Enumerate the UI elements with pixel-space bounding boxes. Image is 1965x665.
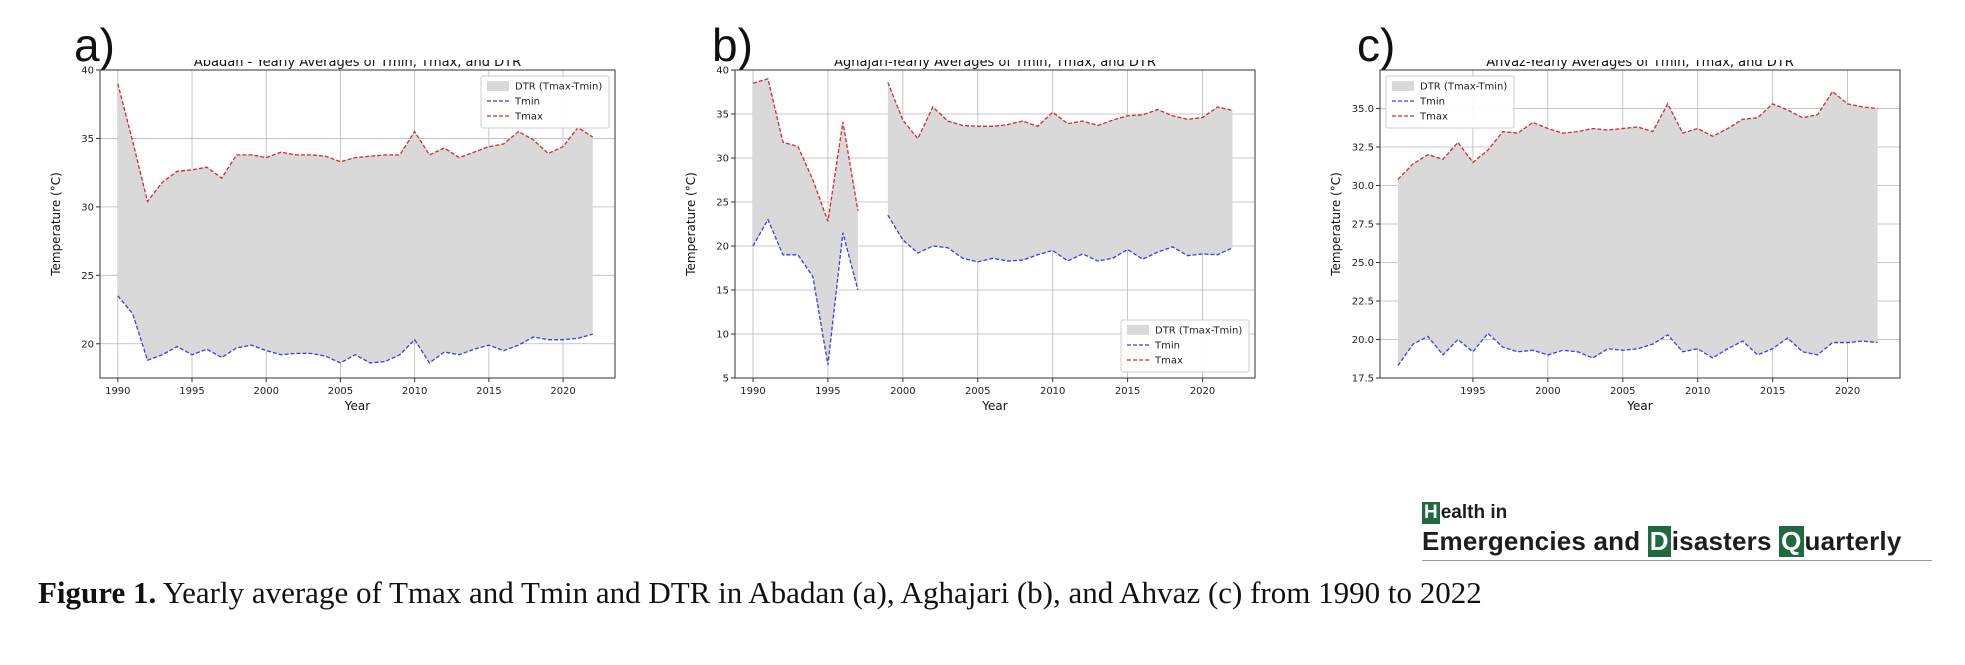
y-tick-label: 35	[716, 110, 729, 121]
y-tick-label: 10	[716, 330, 729, 341]
y-tick-label: 27.5	[1352, 220, 1374, 231]
y-tick-label: 35.0	[1352, 104, 1374, 115]
legend-item-tmin: Tmin	[1154, 341, 1180, 352]
legend-item-tmax: Tmax	[1419, 112, 1448, 123]
legend-item-tmax: Tmax	[1154, 356, 1183, 367]
legend-swatch	[487, 81, 509, 91]
legend-box	[1120, 319, 1250, 373]
dtr-fill-area	[887, 82, 1233, 262]
y-tick-label: 20	[716, 242, 729, 253]
legend-item-tmin: Tmin	[514, 97, 540, 108]
x-tick-label: 2005	[965, 386, 990, 397]
tmax-line	[887, 82, 1233, 140]
figure-caption: Figure 1. Yearly average of Tmax and Tmi…	[38, 575, 1482, 611]
x-tick-label: 2005	[1610, 386, 1635, 397]
y-tick-label: 20	[81, 339, 94, 350]
chart-aghajari: Aghajari-Yearly Averages of Tmin, Tmax, …	[684, 60, 1256, 413]
y-tick-label: 20.0	[1352, 335, 1374, 346]
y-tick-label: 15	[716, 286, 729, 297]
legend: DTR (Tmax-Tmin) Tmin Tmax	[1120, 319, 1250, 373]
y-tick-label: 32.5	[1352, 143, 1374, 154]
legend-swatch	[1127, 325, 1149, 335]
x-tick-label: 2010	[1040, 386, 1065, 397]
y-tick-label: 40	[716, 66, 729, 77]
legend-box	[1385, 75, 1515, 129]
logo-rule	[1422, 560, 1932, 561]
plot-frame	[734, 69, 1256, 379]
legend: DTR (Tmax-Tmin) Tmin Tmax	[480, 75, 610, 129]
y-tick-label: 30.0	[1352, 181, 1374, 192]
y-tick-label: 40	[81, 66, 94, 77]
y-tick-label: 22.5	[1352, 297, 1374, 308]
x-tick-label: 2005	[328, 386, 353, 397]
panel-label-c: c)	[1357, 19, 1396, 71]
panel-label-a: a)	[74, 19, 115, 71]
x-tick-label: 2015	[1115, 386, 1140, 397]
y-axis-label: Temperature (°C)	[49, 172, 63, 277]
y-tick-label: 30	[81, 202, 94, 213]
chart-title: Aghajari-Yearly Averages of Tmin, Tmax, …	[834, 60, 1156, 70]
y-tick-label: 25	[716, 198, 729, 209]
legend-item-tmin: Tmin	[1419, 97, 1445, 108]
chart-abadan: Abadan - Yearly Averages of Tmin, Tmax, …	[49, 60, 616, 413]
chart-title: Abadan - Yearly Averages of Tmin, Tmax, …	[194, 60, 521, 70]
x-axis-label: Year	[981, 399, 1007, 413]
legend-item-tmax: Tmax	[514, 112, 543, 123]
y-tick-label: 35	[81, 134, 94, 145]
y-tick-label: 30	[716, 154, 729, 165]
tmin-line	[117, 295, 593, 364]
legend-item-dtr: DTR (Tmax-Tmin)	[515, 82, 602, 93]
legend-item-dtr: DTR (Tmax-Tmin)	[1155, 326, 1242, 337]
x-tick-label: 2010	[402, 386, 427, 397]
x-tick-label: 1995	[1460, 386, 1485, 397]
plot-frame	[99, 69, 616, 379]
dtr-fill-area	[1397, 91, 1878, 366]
x-tick-label: 2000	[1535, 386, 1560, 397]
y-tick-label: 17.5	[1352, 374, 1374, 385]
tmax-line	[1397, 90, 1878, 180]
x-tick-label: 2015	[1760, 386, 1785, 397]
panel-label-b: b)	[712, 19, 753, 71]
legend-swatch	[1392, 81, 1414, 91]
legend-box	[480, 75, 610, 129]
x-tick-label: 1995	[815, 386, 840, 397]
dtr-fill-area	[752, 78, 858, 365]
legend: DTR (Tmax-Tmin) Tmin Tmax	[1385, 75, 1515, 129]
caption-lead: Figure 1.	[38, 575, 157, 610]
x-axis-label: Year	[1626, 399, 1652, 413]
x-tick-label: 2020	[550, 386, 575, 397]
chart-title: Ahvaz-Yearly Averages of Tmin, Tmax, and…	[1486, 60, 1794, 70]
x-tick-label: 1990	[740, 386, 765, 397]
x-tick-label: 2020	[1835, 386, 1860, 397]
tmin-line	[752, 218, 859, 365]
dtr-fill-area	[117, 83, 593, 363]
x-tick-label: 2015	[476, 386, 501, 397]
x-tick-label: 2020	[1190, 386, 1215, 397]
x-axis-label: Year	[344, 399, 370, 413]
x-tick-label: 2000	[253, 386, 278, 397]
y-tick-label: 5	[723, 374, 729, 385]
x-tick-label: 1990	[105, 386, 130, 397]
x-tick-label: 1995	[179, 386, 204, 397]
caption-text: Yearly average of Tmax and Tmin and DTR …	[156, 575, 1482, 610]
x-tick-label: 2010	[1685, 386, 1710, 397]
x-tick-label: 2000	[890, 386, 915, 397]
legend-item-dtr: DTR (Tmax-Tmin)	[1420, 82, 1507, 93]
chart-ahvaz: Ahvaz-Yearly Averages of Tmin, Tmax, and…	[1329, 60, 1901, 413]
tmin-line	[1397, 332, 1878, 367]
y-axis-label: Temperature (°C)	[1329, 172, 1343, 277]
tmax-line	[117, 83, 594, 203]
tmax-line	[752, 77, 859, 222]
tmin-line	[887, 214, 1233, 263]
y-axis-label: Temperature (°C)	[684, 172, 698, 277]
y-tick-label: 25	[81, 271, 94, 282]
y-tick-label: 25.0	[1352, 258, 1374, 269]
